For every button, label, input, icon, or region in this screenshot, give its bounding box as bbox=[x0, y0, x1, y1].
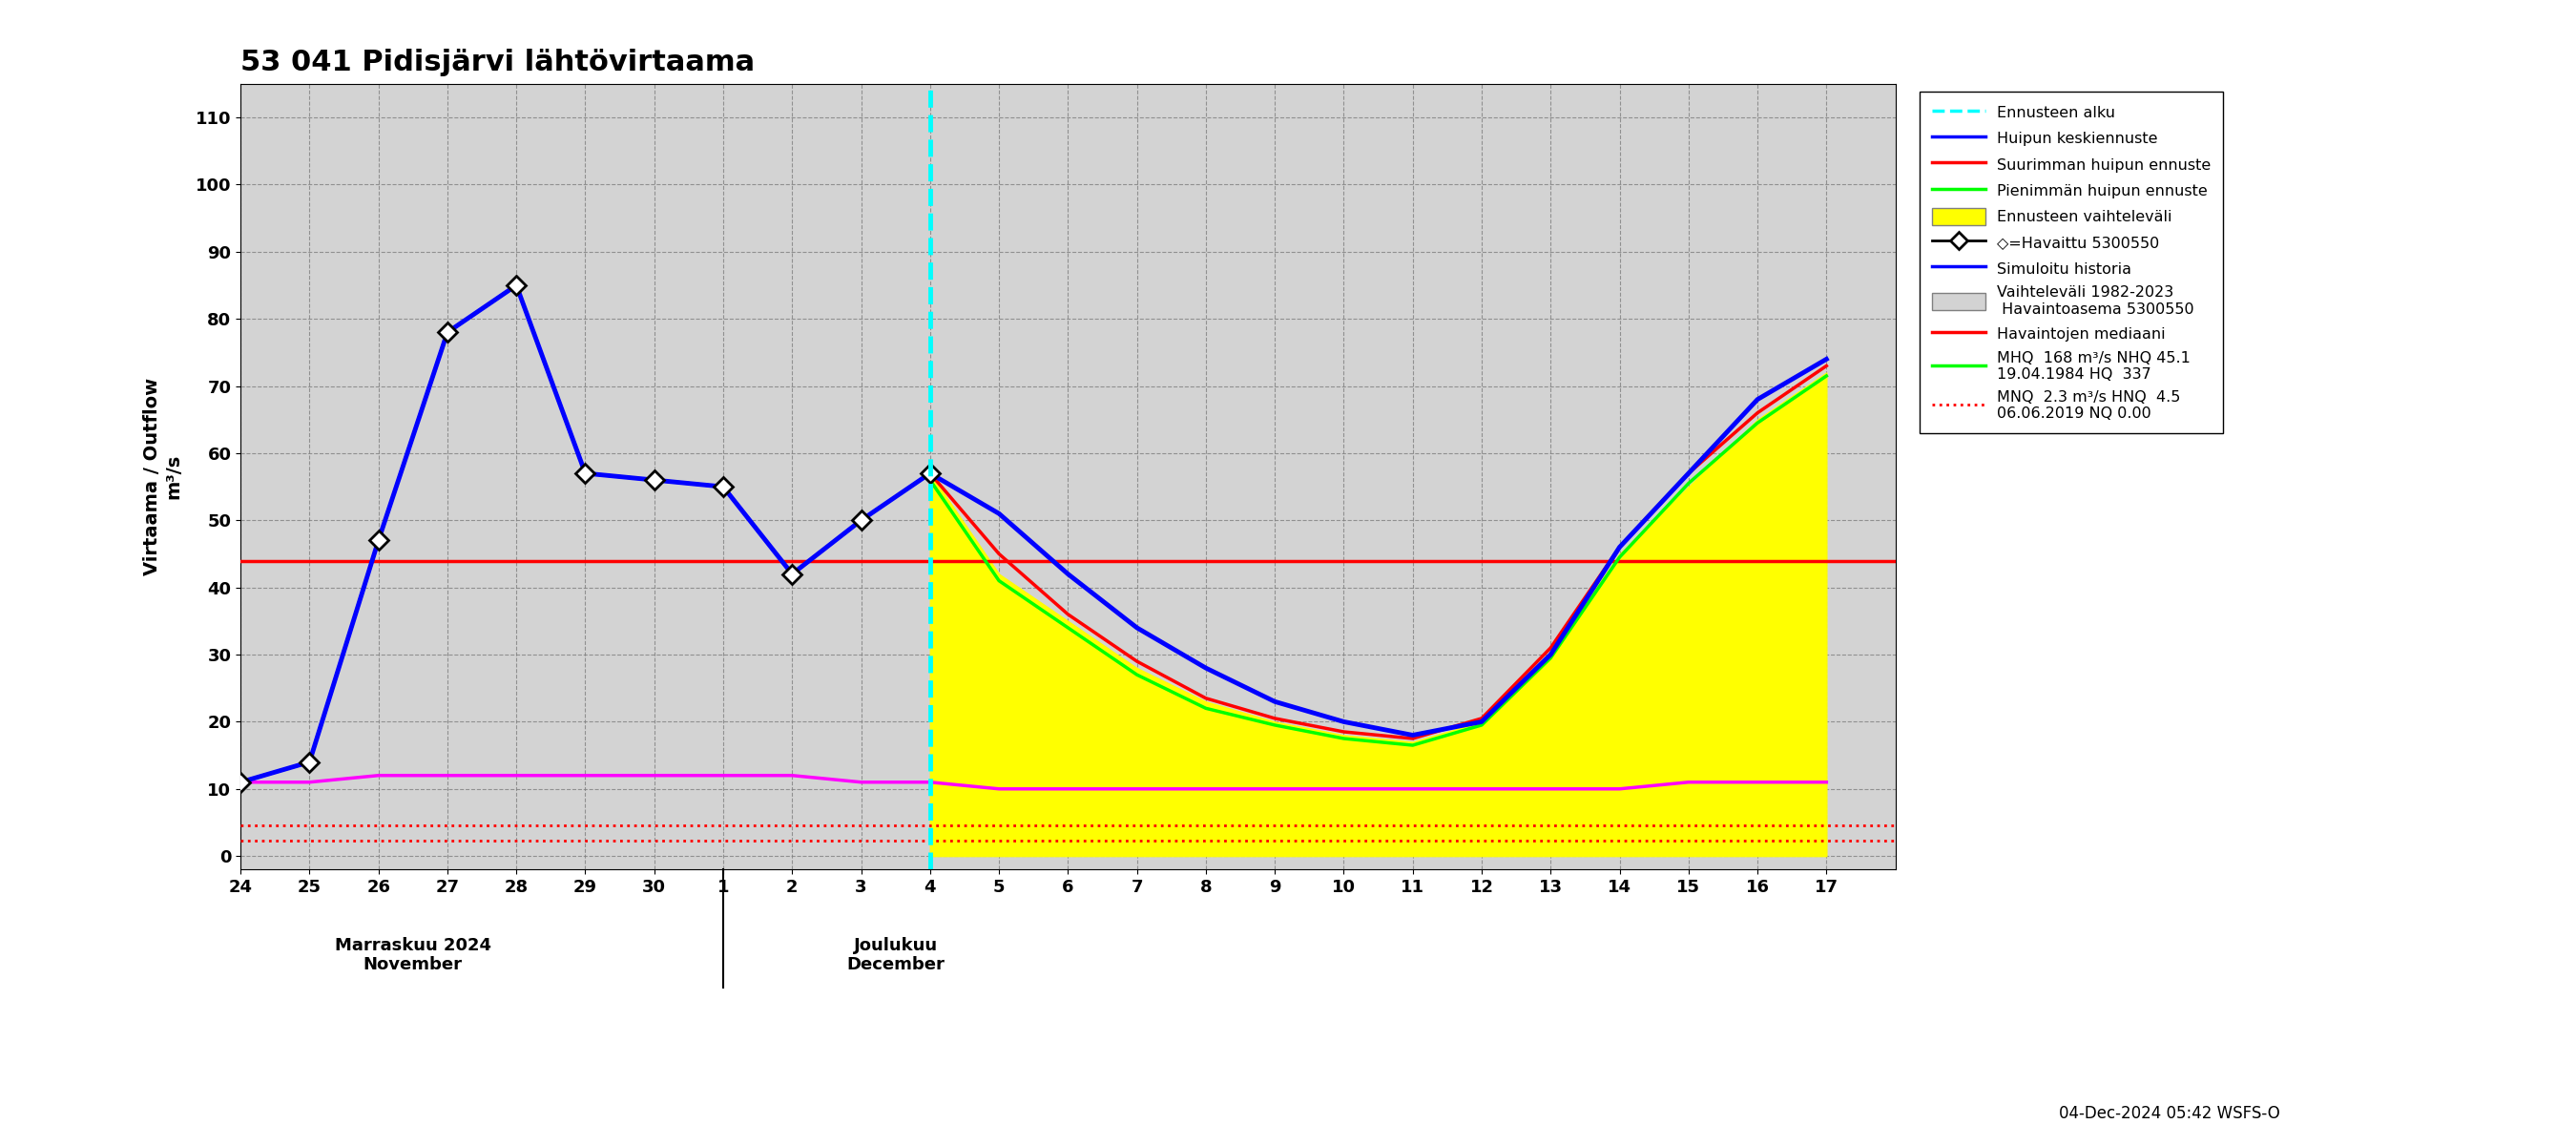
Text: 04-Dec-2024 05:42 WSFS-O: 04-Dec-2024 05:42 WSFS-O bbox=[2058, 1105, 2280, 1122]
Y-axis label: Virtaama / Outflow
m³/s: Virtaama / Outflow m³/s bbox=[144, 378, 183, 576]
Text: 53 041 Pidisjärvi lähtövirtaama: 53 041 Pidisjärvi lähtövirtaama bbox=[240, 48, 755, 77]
Legend: Ennusteen alku, Huipun keskiennuste, Suurimman huipun ennuste, Pienimmän huipun : Ennusteen alku, Huipun keskiennuste, Suu… bbox=[1919, 92, 2223, 433]
Text: Marraskuu 2024
November: Marraskuu 2024 November bbox=[335, 937, 492, 973]
Text: Joulukuu
December: Joulukuu December bbox=[848, 937, 945, 973]
